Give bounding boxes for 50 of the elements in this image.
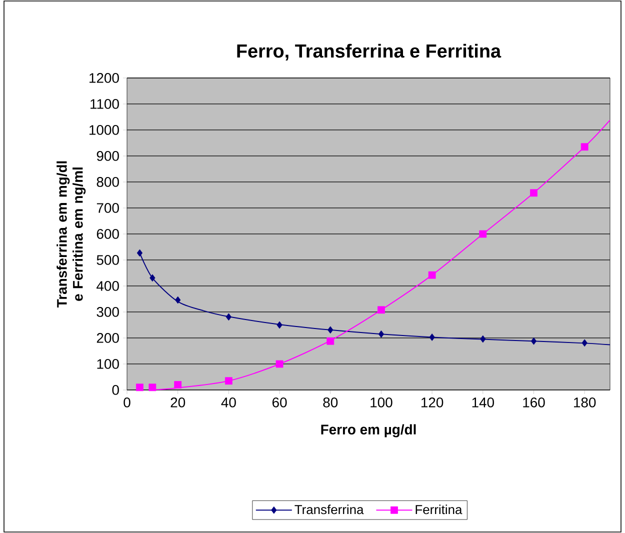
point <box>582 339 588 347</box>
point <box>378 330 384 338</box>
point <box>429 334 435 341</box>
point <box>150 274 156 282</box>
y-tick-label: 600 <box>96 229 119 239</box>
point <box>175 296 181 304</box>
point <box>328 326 334 334</box>
y-tick-label: 700 <box>96 203 119 213</box>
point <box>480 335 486 343</box>
point <box>136 249 143 257</box>
y-tick-label: 900 <box>96 151 119 161</box>
y-tick-label: 1000 <box>90 125 119 135</box>
y-tick-label: 200 <box>96 333 119 343</box>
point <box>276 360 284 368</box>
chart-title: Ferro, Transferrina e Ferritina <box>237 44 502 60</box>
y-tick-label: 0 <box>112 385 119 395</box>
y-tick-label: 400 <box>96 281 119 291</box>
point <box>226 313 232 321</box>
x-tick-label: 80 <box>323 397 338 408</box>
y-tick-label: 800 <box>96 177 119 187</box>
point <box>276 321 282 329</box>
point <box>174 381 182 388</box>
x-tick-label: 140 <box>472 397 494 408</box>
x-tick-label: 60 <box>272 397 287 408</box>
point <box>378 306 385 314</box>
point <box>148 384 156 392</box>
x-tick-label: 120 <box>421 397 444 408</box>
x-tick-label: 0 <box>124 397 130 408</box>
point <box>224 377 232 385</box>
y-tick-label: 300 <box>96 307 119 317</box>
legend-label: Transferrina <box>294 504 364 514</box>
point <box>326 337 334 345</box>
point <box>530 189 538 197</box>
x-tick-label: 40 <box>221 397 236 408</box>
point <box>479 230 487 238</box>
y-tick-label: 100 <box>97 359 119 369</box>
x-tick-label: 160 <box>523 397 545 408</box>
y-tick-label: 1200 <box>90 73 119 83</box>
x-axis-title: Ferro em µg/dl <box>321 424 416 438</box>
legend-label: Ferritina <box>416 504 462 514</box>
y-tick-label: 1100 <box>90 99 119 109</box>
x-tick-label: 180 <box>574 397 596 408</box>
y-axis-title: Transferrina em mg/dl e Ferritina em ng/ml <box>56 161 86 308</box>
point <box>580 143 588 151</box>
point <box>530 337 537 345</box>
x-tick-label: 20 <box>170 397 186 408</box>
point <box>428 271 436 279</box>
point <box>136 384 144 392</box>
y-tick-label: 500 <box>96 255 119 265</box>
x-tick-label: 100 <box>370 397 392 408</box>
